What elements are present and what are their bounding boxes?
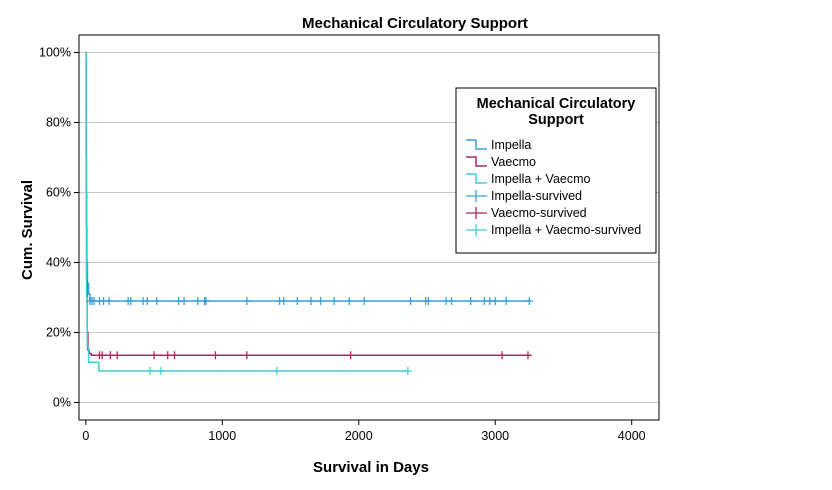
legend-item-2: Vaecmo [466,155,536,169]
series-line-3 [85,51,408,372]
censor-mark-1 [330,297,339,305]
survival-curves [85,51,530,372]
legend-item-4: Impella-survived [466,189,582,203]
censor-mark-3 [272,367,281,375]
legend-items: Impella Vaecmo Impella + Vaecmo Impella-sur… [466,138,641,237]
x-tick-label: 2000 [345,429,373,443]
legend-item-1: Impella [466,138,531,152]
censor-mark-2 [170,351,179,360]
censor-mark-2 [106,351,115,360]
y-tick-label: 100% [39,46,71,60]
censor-mark-1 [466,297,475,305]
legend-box [455,87,657,254]
legend-label: Vaecmo-survived [491,206,587,220]
censor-mark-1 [316,297,325,305]
legend-title: Mechanical Circulatory Support [477,96,636,128]
censor-mark-1 [193,297,202,305]
censor-mark-1 [293,297,302,305]
censor-mark-1 [279,297,288,305]
censor-marks [85,297,534,375]
legend-item-3: Impella + Vaecmo [466,172,591,186]
legend-swatch [466,156,487,167]
censor-mark-1 [447,297,456,305]
legend-label: Impella + Vaecmo-survived [491,223,641,237]
legend-swatch [466,139,487,150]
censor-mark-3 [403,367,412,375]
legend-swatch [466,173,487,184]
censor-mark-1 [345,297,354,305]
censor-mark-1 [406,297,415,305]
censor-mark-1 [307,297,315,305]
censor-mark-1 [360,297,369,305]
legend-label: Impella [491,138,531,152]
censor-mark-2 [523,351,532,360]
censor-mark-2 [150,351,159,360]
x-axis-ticks: 0 1000 2000 3000 4000 [82,420,646,443]
legend-label: Vaecmo [491,155,536,169]
censor-mark-2 [242,351,251,360]
censor-mark-2 [163,351,172,360]
censor-mark-1 [105,297,114,305]
censor-mark-1 [424,297,433,305]
censor-mark-1 [242,297,251,305]
legend: Mechanical Circulatory Support Impella Vae… [455,87,657,254]
y-axis-ticks: 0% 20% 40% 60% 80% 100% [39,46,79,410]
censor-mark-2 [98,351,107,360]
censor-mark-2 [346,351,355,360]
censor-mark-1 [201,297,210,305]
censor-mark-2 [113,351,122,360]
censor-mark-1 [525,297,534,305]
gridlines [79,52,659,403]
legend-item-5: Vaecmo-survived [466,206,587,220]
legend-label: Impella-survived [491,189,582,203]
y-axis-label: Cum. Survival [19,180,36,280]
censor-mark-2 [211,351,220,360]
x-axis-label: Survival in Days [313,459,429,476]
y-tick-label: 0% [53,396,71,410]
x-tick-label: 0 [82,429,89,443]
x-tick-label: 1000 [208,429,236,443]
censor-mark-1 [152,297,161,305]
censor-mark-1 [143,297,152,305]
y-tick-label: 20% [46,326,71,340]
censor-mark-3 [145,367,154,375]
plot-frame [78,34,660,421]
legend-item-6: Impella + Vaecmo-survived [466,223,641,237]
censor-mark-1 [491,297,500,305]
y-tick-label: 40% [46,256,71,270]
y-tick-label: 60% [46,186,71,200]
censor-mark-1 [126,297,135,305]
censor-mark-1 [180,297,189,305]
censor-mark-1 [502,297,511,305]
censor-mark-3 [156,367,165,375]
legend-label: Impella + Vaecmo [491,172,591,186]
y-tick-label: 80% [46,116,71,130]
censor-mark-2 [498,351,507,360]
x-tick-label: 3000 [481,429,509,443]
chart-title: Mechanical Circulatory Support [302,15,528,32]
x-tick-label: 4000 [618,429,646,443]
